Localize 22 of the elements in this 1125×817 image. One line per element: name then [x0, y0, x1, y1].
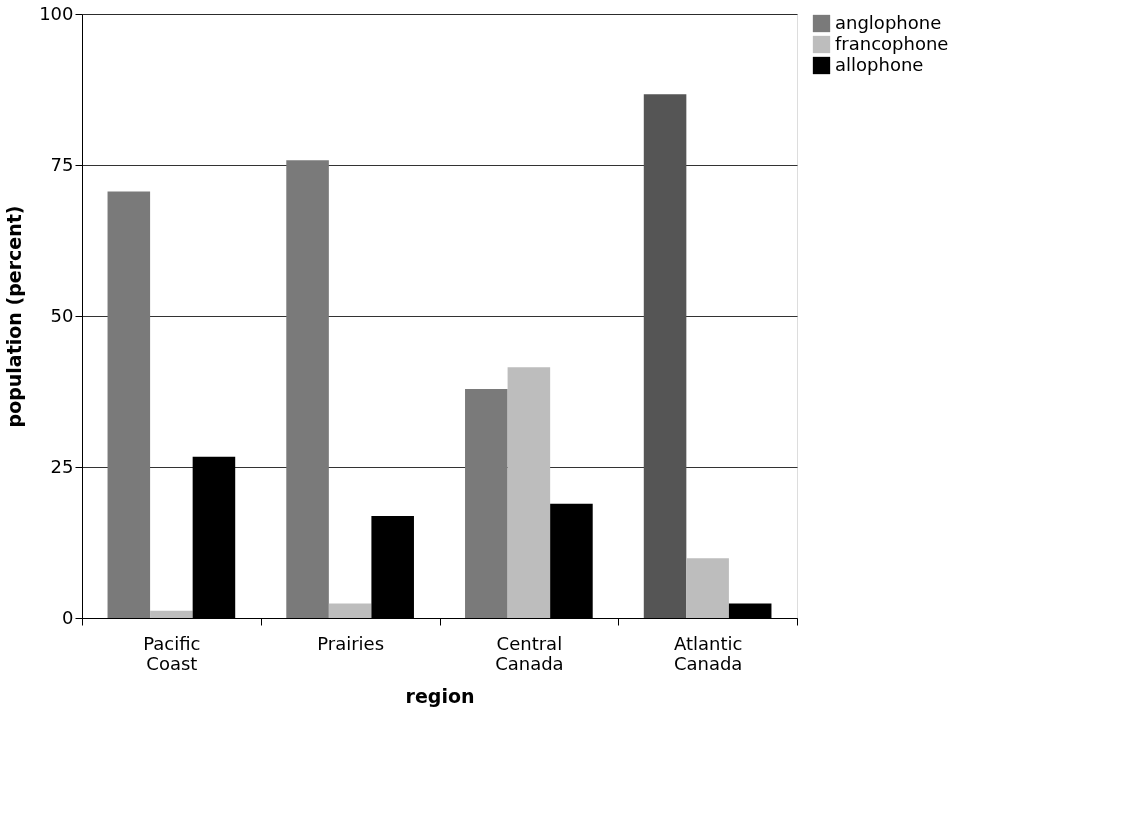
bar: [150, 610, 193, 618]
bar: [465, 389, 508, 618]
x-tick-label: Central Canada: [495, 632, 564, 674]
bar: [643, 94, 687, 618]
bar: [507, 367, 551, 618]
bar: [328, 603, 372, 618]
x-tick-label: Pacific Coast: [143, 632, 201, 674]
y-tick-label: 0: [62, 606, 74, 628]
bar: [107, 191, 151, 618]
y-tick-label: 50: [50, 304, 74, 326]
y-axis-title: population (percent): [3, 205, 26, 428]
x-tick-label: Atlantic Canada: [673, 632, 743, 674]
y-tick-label: 25: [50, 455, 74, 477]
legend-label: allophone: [835, 53, 924, 75]
y-tick-label: 100: [39, 2, 74, 24]
bar: [286, 160, 329, 618]
legend-label: francophone: [835, 32, 949, 54]
bar: [686, 558, 729, 618]
x-axis-title: region: [405, 684, 475, 707]
x-tick-label: Prairies: [317, 632, 385, 654]
legend-label: anglophone: [835, 11, 942, 33]
y-tick-label: 75: [50, 153, 74, 175]
